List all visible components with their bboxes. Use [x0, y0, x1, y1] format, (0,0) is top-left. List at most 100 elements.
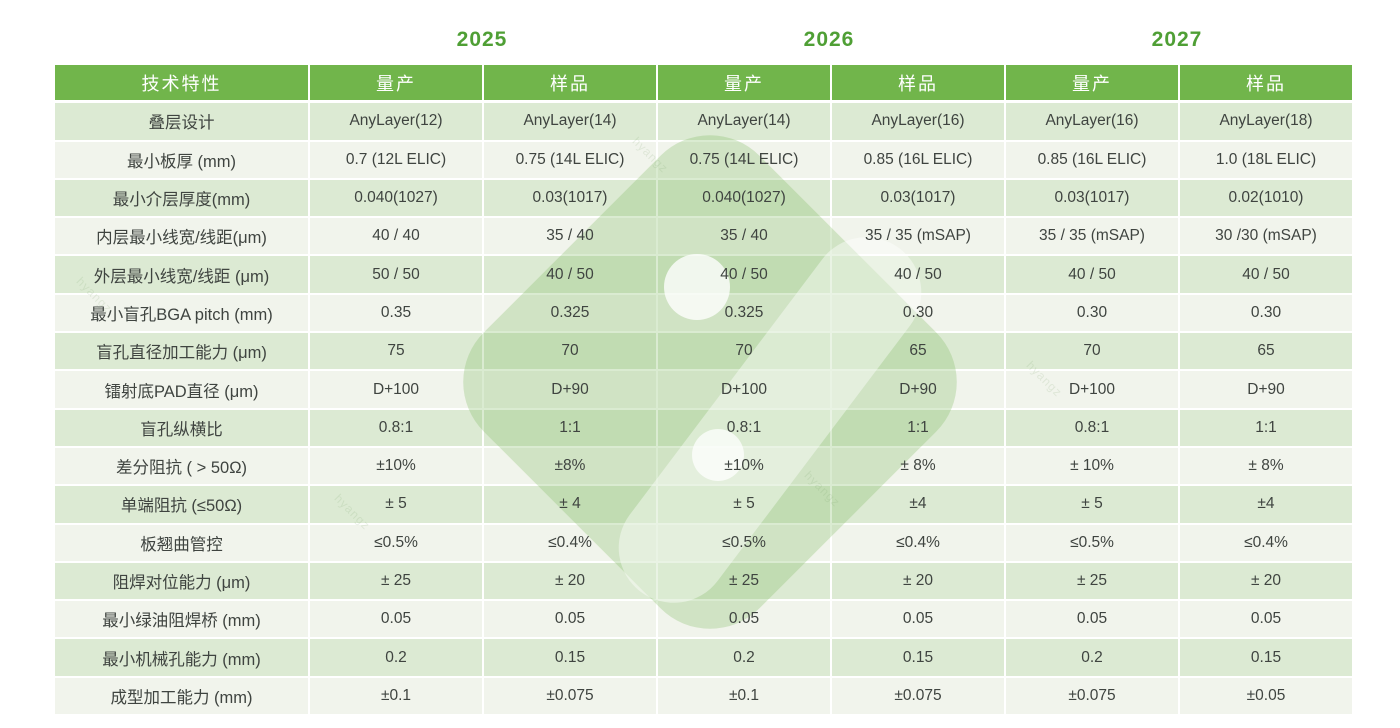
table-cell-text: ± 20 [1250, 572, 1282, 589]
table-cell: 0.05 [1180, 601, 1352, 638]
table-cell: D+90 [1180, 371, 1352, 408]
row-label: 镭射底PAD直径 (μm) [55, 371, 308, 408]
table-cell: ±0.075 [484, 677, 656, 715]
table-cell-text: ± 5 [385, 495, 407, 513]
table-cell: ± 8% [832, 447, 1004, 485]
table-cell: 0.2 [310, 639, 482, 676]
table-cell: 0.75 (14L ELIC) [658, 141, 830, 178]
table-cell: 70 [1006, 333, 1178, 370]
row-label-text: 最小机械孔能力 (mm) [102, 650, 261, 669]
table-cell: 0.05 [658, 601, 830, 638]
table-cell-text: 1:1 [907, 418, 929, 436]
table-cell-text: 0.85 (16L ELIC) [863, 150, 973, 168]
table-cell-text: 35 / 40 [546, 227, 594, 245]
table-cell-text: 0.8:1 [726, 418, 762, 436]
table-cell: ≤0.5% [658, 524, 830, 561]
header-2027-sample: 样品 [1180, 65, 1352, 100]
row-label: 阻焊对位能力 (μm) [55, 562, 308, 600]
year-label-2025: 2025 [456, 28, 508, 51]
table-cell: ± 20 [1180, 562, 1352, 600]
table-cell-text: ± 5 [1081, 495, 1103, 513]
header-2027-mass-production: 量产 [1006, 65, 1178, 100]
table-cell: AnyLayer(14) [658, 103, 830, 140]
table-cell: AnyLayer(16) [1006, 103, 1178, 140]
table-cell: 0.040(1027) [310, 179, 482, 217]
table-cell: 75 [310, 333, 482, 370]
table-cell: 0.325 [658, 294, 830, 332]
table-cell-text: ≤0.5% [1070, 533, 1114, 551]
table-cell: ± 4 [484, 486, 656, 523]
table-cell: ±10% [310, 447, 482, 485]
row-label: 盲孔直径加工能力 (μm) [55, 333, 308, 370]
table-cell: 40 / 50 [832, 256, 1004, 293]
header-feature: 技术特性 [55, 65, 308, 100]
table-cell: AnyLayer(12) [310, 103, 482, 140]
table-cell-text: ≤0.5% [374, 533, 418, 551]
table-cell: ≤0.5% [1006, 524, 1178, 561]
table-cell: 0.2 [658, 639, 830, 676]
table-cell-text: 0.05 [728, 610, 760, 628]
table-cell-text: 0.8:1 [378, 418, 414, 436]
table-cell: 40 / 40 [310, 218, 482, 255]
table-cell: ± 25 [658, 562, 830, 600]
table-cell: 0.15 [1180, 639, 1352, 676]
row-label-text: 镭射底PAD直径 (μm) [104, 382, 259, 401]
header-2025-sample: 样品 [484, 65, 656, 100]
table-cell-text: 40 / 50 [1068, 265, 1116, 283]
table-cell-text: 0.15 [554, 648, 586, 666]
table-cell: 1:1 [832, 409, 1004, 446]
table-cell: ± 10% [1006, 447, 1178, 485]
table-cell-text: ± 5 [733, 495, 755, 513]
table-cell-text: AnyLayer(16) [1045, 112, 1139, 130]
table-cell: 0.03(1017) [484, 179, 656, 217]
table-cell-text: D+90 [1247, 380, 1285, 398]
table-cell: ±8% [484, 447, 656, 485]
row-label: 板翘曲管控 [55, 524, 308, 561]
table-cell: 0.8:1 [658, 409, 830, 446]
row-label-text: 差分阻抗 ( > 50Ω) [115, 459, 248, 478]
table-cell-text: ± 20 [554, 572, 586, 589]
table-cell-text: 0.325 [550, 303, 590, 321]
row-label: 外层最小线宽/线距 (μm) [55, 256, 308, 293]
table-cell: ≤0.5% [310, 524, 482, 561]
table-cell-text: ± 20 [902, 572, 934, 589]
row-label-text: 板翘曲管控 [140, 535, 223, 554]
row-label: 盲孔纵横比 [55, 409, 308, 446]
table-cell-text: ≤0.5% [722, 533, 766, 551]
table-cell-text: ±4 [909, 495, 927, 513]
table-cell-text: 0.75 (14L ELIC) [515, 150, 625, 168]
header-col-text: 量产 [724, 73, 764, 94]
table-cell: 50 / 50 [310, 256, 482, 293]
row-label-text: 成型加工能力 (mm) [110, 688, 253, 707]
table-cell: AnyLayer(16) [832, 103, 1004, 140]
table-cell: 0.7 (12L ELIC) [310, 141, 482, 178]
row-label: 最小绿油阻焊桥 (mm) [55, 601, 308, 638]
table-cell-text: AnyLayer(14) [697, 112, 791, 130]
row-label-text: 盲孔纵横比 [140, 420, 223, 439]
table-cell: 0.05 [484, 601, 656, 638]
table-cell-text: 0.2 [733, 648, 755, 666]
table-cell: ± 25 [310, 562, 482, 600]
row-label-text: 单端阻抗 (≤50Ω) [120, 497, 243, 516]
table-cell-text: 0.75 (14L ELIC) [689, 150, 799, 168]
row-label-text: 阻焊对位能力 (μm) [112, 574, 251, 592]
table-cell: D+100 [1006, 371, 1178, 408]
table-cell-text: 70 [561, 342, 579, 360]
row-label: 叠层设计 [55, 103, 308, 140]
table-cell: ±0.075 [832, 677, 1004, 715]
header-col-text: 样品 [1246, 73, 1286, 94]
table-cell-text: 0.03(1017) [1054, 189, 1130, 207]
row-label-text: 最小介层厚度(mm) [112, 191, 251, 210]
table-cell-text: 0.7 (12L ELIC) [345, 150, 447, 168]
table-cell-text: 0.15 [1250, 648, 1282, 666]
table-cell-text: 0.05 [380, 610, 412, 628]
table-cell: D+100 [658, 371, 830, 408]
row-label-text: 最小盲孔BGA pitch (mm) [90, 305, 273, 324]
table-cell-text: 0.2 [1081, 648, 1103, 666]
row-label: 最小盲孔BGA pitch (mm) [55, 294, 308, 332]
table-cell-text: ± 25 [728, 572, 760, 589]
table-cell-text: ± 10% [1070, 457, 1114, 475]
table-cell-text: D+100 [1068, 380, 1116, 398]
row-label: 最小机械孔能力 (mm) [55, 639, 308, 676]
